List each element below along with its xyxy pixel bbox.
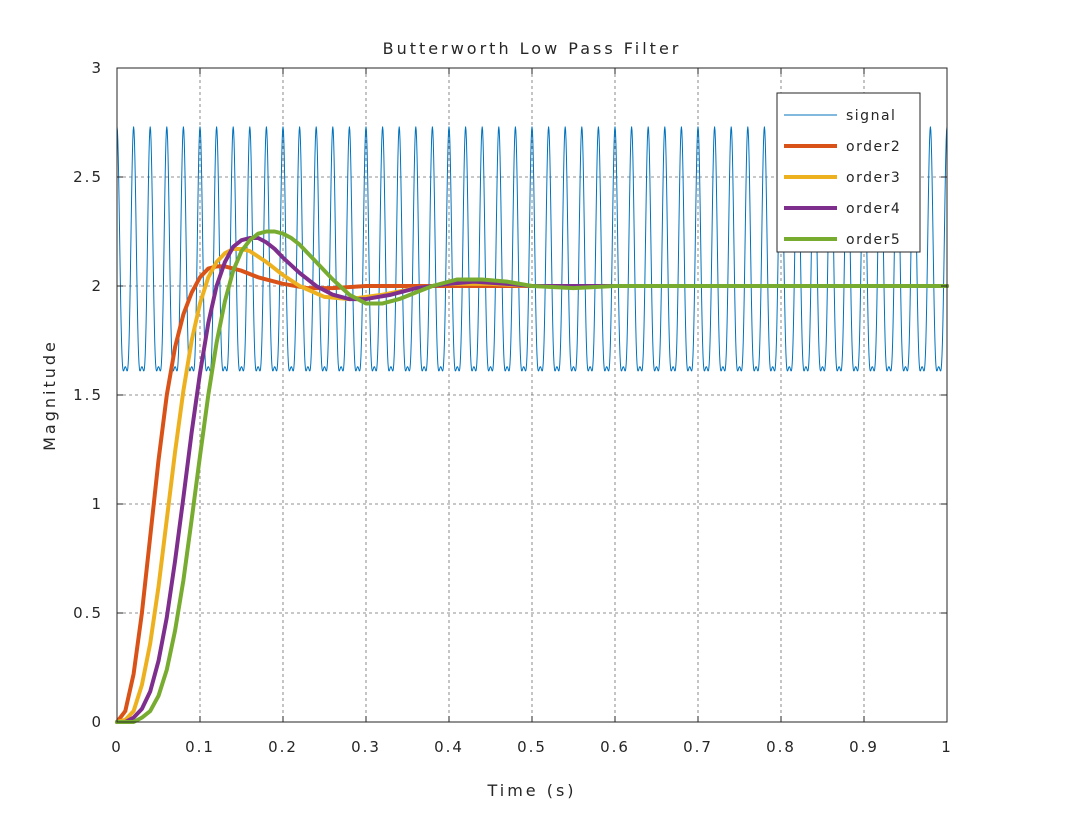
legend-label: order5: [846, 232, 901, 248]
x-tick-label: 0.3: [351, 738, 381, 756]
y-tick-label: 2: [91, 277, 103, 295]
series-line-signal: [116, 126, 948, 372]
chart-title: Butterworth Low Pass Filter: [383, 39, 682, 58]
legend: signal order2 order3 order4 order5: [776, 92, 921, 253]
x-tick-label: 0.5: [517, 738, 547, 756]
y-tick-label: 1.5: [73, 386, 103, 404]
y-axis-label: Magnitude: [40, 339, 59, 451]
x-tick-label: 0.6: [600, 738, 630, 756]
x-axis-label: Time (s): [486, 781, 576, 800]
x-tick-label: 0.7: [683, 738, 713, 756]
legend-label: signal: [846, 108, 896, 124]
x-tick-label: 0.8: [766, 738, 796, 756]
x-tick-label: 0.9: [849, 738, 879, 756]
y-tick-label: 1: [91, 495, 103, 513]
y-tick-label: 0: [91, 713, 103, 731]
series-line-order5: [115, 229, 949, 724]
x-tick-label: 1: [941, 738, 953, 756]
x-tick-label: 0.4: [434, 738, 464, 756]
x-tick-label: 0.2: [268, 738, 298, 756]
legend-label: order4: [846, 201, 901, 217]
plot-area: [115, 126, 949, 724]
y-tick-label: 3: [91, 59, 103, 77]
legend-label: order3: [846, 170, 901, 186]
series-line-order4: [115, 236, 949, 724]
y-tick-label: 2.5: [73, 168, 103, 186]
x-tick-label: 0.1: [185, 738, 215, 756]
legend-box: [776, 92, 921, 253]
x-tick-label: 0: [111, 738, 123, 756]
legend-label: order2: [846, 139, 901, 155]
axis-ticks: 0 0.1 0.2 0.3 0.4 0.5 0.6 0.7 0.8 0.9 1 0 0.5 1 1.5 2 2.…: [73, 59, 953, 756]
y-tick-label: 0.5: [73, 604, 103, 622]
